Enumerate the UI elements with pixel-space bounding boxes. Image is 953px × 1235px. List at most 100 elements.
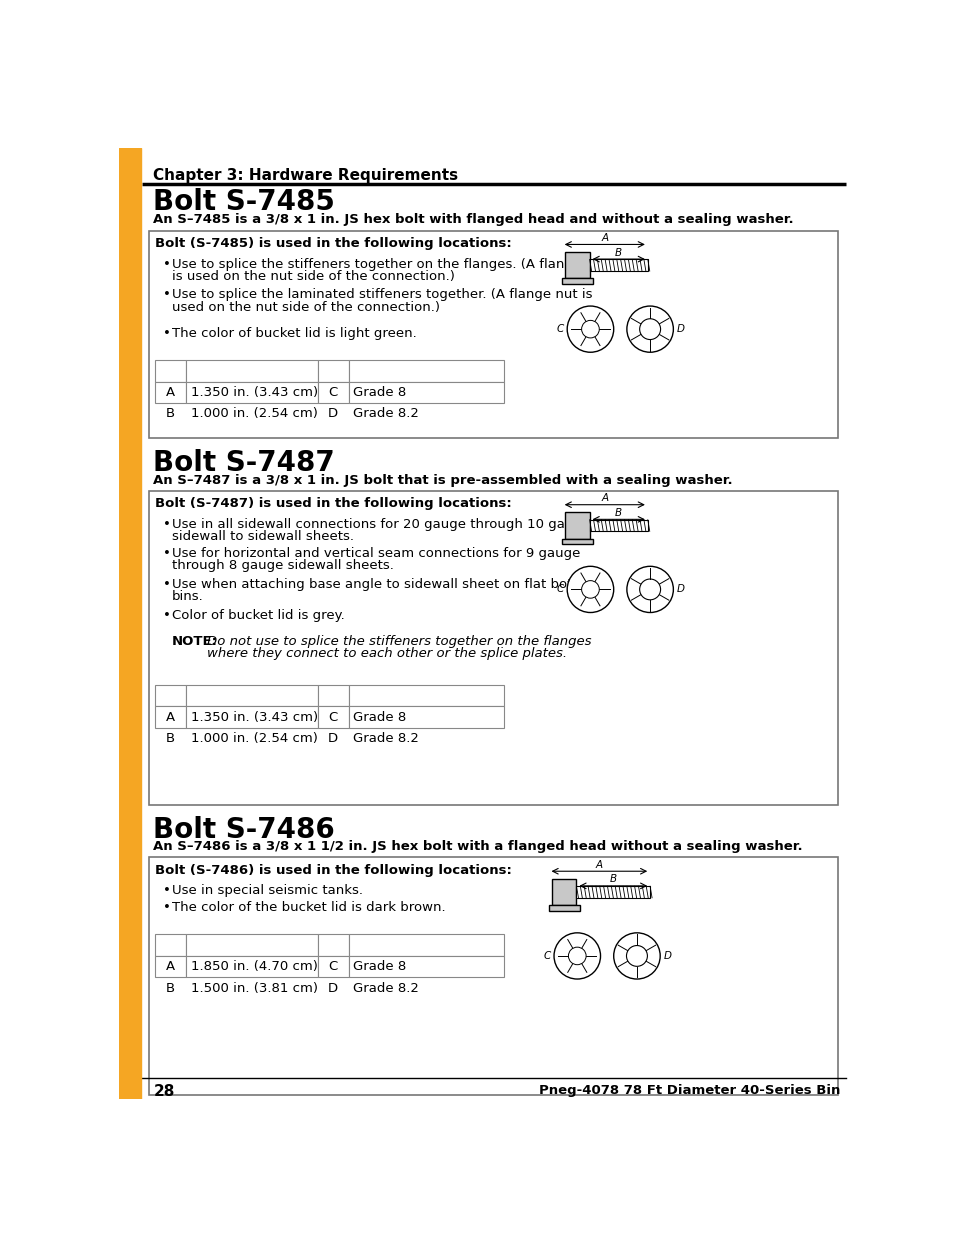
- Circle shape: [613, 932, 659, 979]
- Circle shape: [581, 580, 598, 598]
- Bar: [589, 259, 647, 270]
- Text: 1.350 in. (3.43 cm): 1.350 in. (3.43 cm): [191, 385, 317, 399]
- Text: 1.500 in. (3.81 cm): 1.500 in. (3.81 cm): [191, 982, 317, 994]
- Text: is used on the nut side of the connection.): is used on the nut side of the connectio…: [172, 270, 455, 283]
- Bar: [186, 935, 317, 956]
- Bar: [149, 857, 838, 1094]
- Text: Grade 8.2: Grade 8.2: [353, 982, 418, 994]
- Text: D: D: [328, 408, 338, 420]
- Text: 1.350 in. (3.43 cm): 1.350 in. (3.43 cm): [191, 710, 317, 724]
- Text: D: D: [662, 951, 671, 961]
- Text: •: •: [162, 327, 171, 340]
- Bar: [561, 538, 592, 543]
- Text: Grade 8.2: Grade 8.2: [353, 732, 418, 745]
- Text: C: C: [328, 960, 337, 973]
- Circle shape: [626, 306, 673, 352]
- Bar: [186, 359, 317, 382]
- Bar: [186, 382, 317, 403]
- Circle shape: [639, 579, 659, 600]
- Text: Bolt S-7485: Bolt S-7485: [153, 188, 335, 216]
- Text: Use for horizontal and vertical seam connections for 9 gauge: Use for horizontal and vertical seam con…: [172, 547, 579, 559]
- Text: •: •: [162, 258, 171, 270]
- Bar: [564, 513, 589, 538]
- Bar: [348, 706, 503, 727]
- Text: B: B: [166, 408, 174, 420]
- Text: An S–7486 is a 3/8 x 1 1/2 in. JS hex bolt with a flanged head without a sealing: An S–7486 is a 3/8 x 1 1/2 in. JS hex bo…: [153, 841, 802, 853]
- Text: D: D: [328, 732, 338, 745]
- Text: where they connect to each other or the splice plates.: where they connect to each other or the …: [207, 647, 566, 661]
- Text: Grade 8: Grade 8: [353, 385, 406, 399]
- Text: Do not use to splice the stiffeners together on the flanges: Do not use to splice the stiffeners toge…: [207, 635, 591, 648]
- Text: A: A: [166, 385, 174, 399]
- Bar: [576, 887, 649, 898]
- Bar: [548, 905, 579, 910]
- Text: Use when attaching base angle to sidewall sheet on flat bottom: Use when attaching base angle to sidewal…: [172, 578, 598, 590]
- Text: The color of the bucket lid is dark brown.: The color of the bucket lid is dark brow…: [172, 902, 445, 914]
- Text: •: •: [162, 578, 171, 590]
- Text: A: A: [596, 860, 602, 869]
- Text: NOTE:: NOTE:: [172, 635, 217, 648]
- Text: Bolt (S-7485) is used in the following locations:: Bolt (S-7485) is used in the following l…: [154, 237, 511, 249]
- Text: Bolt S-7486: Bolt S-7486: [153, 816, 335, 844]
- Circle shape: [567, 567, 613, 613]
- Bar: [154, 956, 186, 977]
- Text: B: B: [615, 508, 621, 517]
- Bar: [317, 685, 348, 706]
- Circle shape: [554, 932, 599, 979]
- Circle shape: [626, 946, 647, 966]
- Text: C: C: [557, 324, 563, 335]
- Bar: [348, 935, 503, 956]
- Bar: [154, 359, 186, 382]
- Text: Grade 8.2: Grade 8.2: [353, 408, 418, 420]
- Circle shape: [567, 306, 613, 352]
- Bar: [348, 382, 503, 403]
- Bar: [154, 935, 186, 956]
- Text: Use in special seismic tanks.: Use in special seismic tanks.: [172, 884, 362, 898]
- Text: B: B: [166, 982, 174, 994]
- Text: •: •: [162, 517, 171, 531]
- Text: A: A: [600, 493, 608, 503]
- Bar: [348, 956, 503, 977]
- Text: 1.000 in. (2.54 cm): 1.000 in. (2.54 cm): [191, 408, 317, 420]
- Circle shape: [568, 947, 585, 965]
- Text: Color of bucket lid is grey.: Color of bucket lid is grey.: [172, 609, 344, 621]
- Text: A: A: [600, 233, 608, 243]
- Bar: [551, 879, 576, 905]
- Text: Chapter 3: Hardware Requirements: Chapter 3: Hardware Requirements: [153, 168, 458, 183]
- Circle shape: [581, 320, 598, 338]
- Bar: [149, 231, 838, 438]
- Bar: [186, 706, 317, 727]
- Text: •: •: [162, 902, 171, 914]
- Text: Pneg-4078 78 Ft Diameter 40-Series Bin: Pneg-4078 78 Ft Diameter 40-Series Bin: [538, 1084, 840, 1097]
- Circle shape: [639, 319, 659, 340]
- Text: B: B: [166, 732, 174, 745]
- Circle shape: [626, 567, 673, 613]
- Text: B: B: [615, 247, 621, 258]
- Text: Use to splice the stiffeners together on the flanges. (A flange nut: Use to splice the stiffeners together on…: [172, 258, 607, 270]
- Text: •: •: [162, 609, 171, 621]
- Text: Bolt (S-7487) is used in the following locations:: Bolt (S-7487) is used in the following l…: [154, 496, 511, 510]
- Text: through 8 gauge sidewall sheets.: through 8 gauge sidewall sheets.: [172, 559, 394, 572]
- Bar: [186, 685, 317, 706]
- Text: An S–7487 is a 3/8 x 1 in. JS bolt that is pre-assembled with a sealing washer.: An S–7487 is a 3/8 x 1 in. JS bolt that …: [153, 474, 732, 487]
- Bar: [119, 148, 141, 1099]
- Bar: [317, 706, 348, 727]
- Bar: [317, 935, 348, 956]
- Text: D: D: [676, 324, 683, 335]
- Text: Bolt S-7487: Bolt S-7487: [153, 450, 335, 477]
- Bar: [561, 278, 592, 284]
- Text: •: •: [162, 288, 171, 301]
- Text: D: D: [676, 584, 683, 594]
- Text: B: B: [609, 874, 617, 884]
- Bar: [348, 359, 503, 382]
- Bar: [317, 359, 348, 382]
- Text: Use to splice the laminated stiffeners together. (A flange nut is: Use to splice the laminated stiffeners t…: [172, 288, 592, 301]
- Text: •: •: [162, 884, 171, 898]
- Bar: [348, 685, 503, 706]
- Text: A: A: [166, 960, 174, 973]
- Text: Grade 8: Grade 8: [353, 710, 406, 724]
- Bar: [564, 252, 589, 278]
- Text: C: C: [328, 710, 337, 724]
- Text: bins.: bins.: [172, 590, 204, 603]
- Bar: [154, 706, 186, 727]
